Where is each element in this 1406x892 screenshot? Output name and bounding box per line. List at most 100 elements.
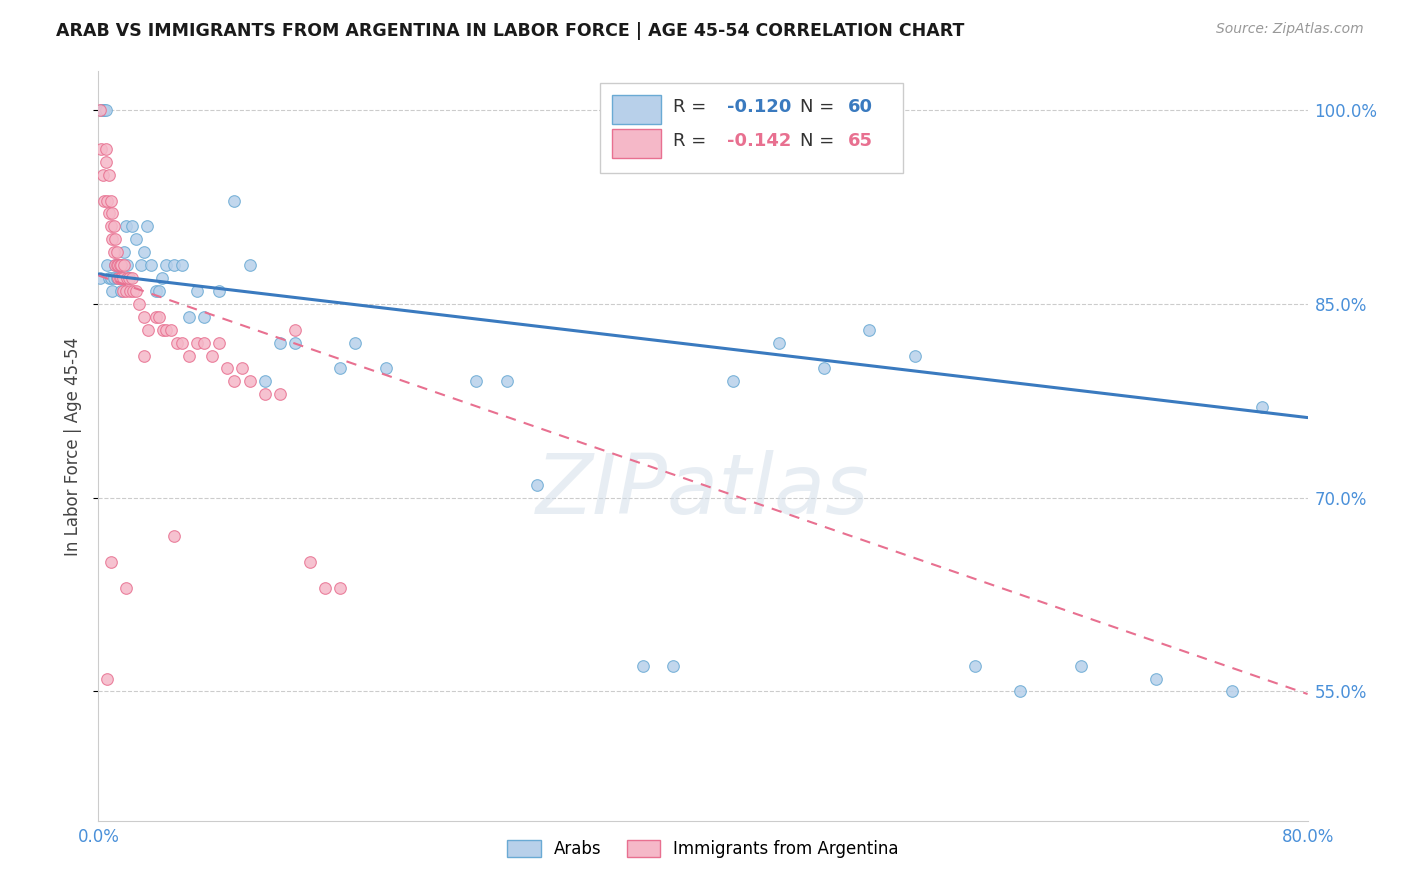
Point (100, 219, 122, 234)
Point (111, 271, 134, 285)
Point (193, 335, 215, 350)
Text: R =: R = (672, 132, 711, 150)
Point (100, 194, 122, 208)
Point (148, 284, 170, 298)
Point (121, 219, 143, 234)
Point (374, 361, 396, 376)
Point (132, 310, 155, 324)
Point (112, 245, 135, 260)
Text: 60: 60 (848, 98, 873, 116)
Point (118, 271, 141, 285)
Point (239, 258, 262, 272)
Point (96, 194, 118, 208)
Point (96, 672, 118, 686)
Point (166, 335, 188, 350)
Point (163, 258, 186, 272)
Point (768, 335, 790, 350)
Point (91, 103, 114, 117)
Point (253, 387, 276, 401)
Point (104, 258, 127, 272)
Point (114, 284, 136, 298)
Point (118, 271, 141, 285)
Text: -0.120: -0.120 (727, 98, 792, 116)
Point (186, 335, 208, 350)
Bar (613, 95, 661, 124)
Point (269, 387, 291, 401)
Point (858, 323, 880, 337)
Point (93, 194, 115, 208)
Point (98, 206, 121, 220)
Point (108, 258, 131, 272)
Point (186, 284, 208, 298)
Legend: Arabs, Immigrants from Argentina: Arabs, Immigrants from Argentina (501, 833, 905, 864)
Point (813, 361, 835, 376)
Point (239, 375, 262, 389)
Point (115, 258, 138, 272)
Point (129, 258, 152, 272)
Point (107, 271, 129, 285)
Point (179, 310, 201, 324)
Text: R =: R = (672, 98, 711, 116)
Point (105, 271, 128, 285)
Point (1010, 684, 1032, 698)
Point (105, 258, 128, 272)
Text: 65: 65 (848, 132, 873, 150)
Point (344, 335, 367, 350)
Point (93, 103, 115, 117)
Point (1220, 684, 1243, 698)
Y-axis label: In Labor Force | Age 45-54: In Labor Force | Age 45-54 (65, 336, 83, 556)
Point (224, 194, 246, 208)
Point (253, 375, 276, 389)
Point (329, 361, 352, 376)
Point (98, 168, 121, 182)
Point (96, 258, 118, 272)
Point (1144, 672, 1167, 686)
Point (132, 245, 155, 260)
Point (136, 323, 159, 337)
Point (284, 335, 307, 350)
Point (111, 271, 134, 285)
Point (100, 555, 122, 569)
Point (91, 168, 114, 182)
Point (170, 258, 193, 272)
Point (89, 103, 111, 117)
Point (125, 284, 148, 298)
Point (121, 271, 143, 285)
Point (208, 284, 231, 298)
Point (145, 284, 167, 298)
Point (110, 284, 132, 298)
Point (201, 349, 224, 363)
Point (98, 271, 121, 285)
Text: N =: N = (800, 98, 839, 116)
Point (145, 310, 167, 324)
Point (94, 103, 117, 117)
Point (110, 258, 132, 272)
Text: ARAB VS IMMIGRANTS FROM ARGENTINA IN LABOR FORCE | AGE 45-54 CORRELATION CHART: ARAB VS IMMIGRANTS FROM ARGENTINA IN LAB… (56, 22, 965, 40)
Point (135, 219, 157, 234)
Point (90, 103, 112, 117)
Point (1070, 658, 1092, 673)
Point (1251, 401, 1274, 415)
Text: Source: ZipAtlas.com: Source: ZipAtlas.com (1216, 22, 1364, 37)
Point (179, 349, 201, 363)
Point (155, 323, 177, 337)
Point (107, 271, 129, 285)
Point (107, 258, 129, 272)
Point (155, 258, 177, 272)
Point (89, 271, 111, 285)
Point (120, 284, 142, 298)
Point (269, 335, 291, 350)
Text: N =: N = (800, 132, 839, 150)
Point (122, 284, 145, 298)
Point (128, 297, 150, 311)
Point (215, 361, 238, 376)
Point (125, 232, 148, 246)
Point (104, 232, 127, 246)
Point (526, 477, 548, 491)
Point (904, 349, 927, 363)
Point (495, 375, 517, 389)
Point (631, 658, 654, 673)
Point (148, 310, 170, 324)
Point (115, 271, 138, 285)
Point (160, 323, 183, 337)
